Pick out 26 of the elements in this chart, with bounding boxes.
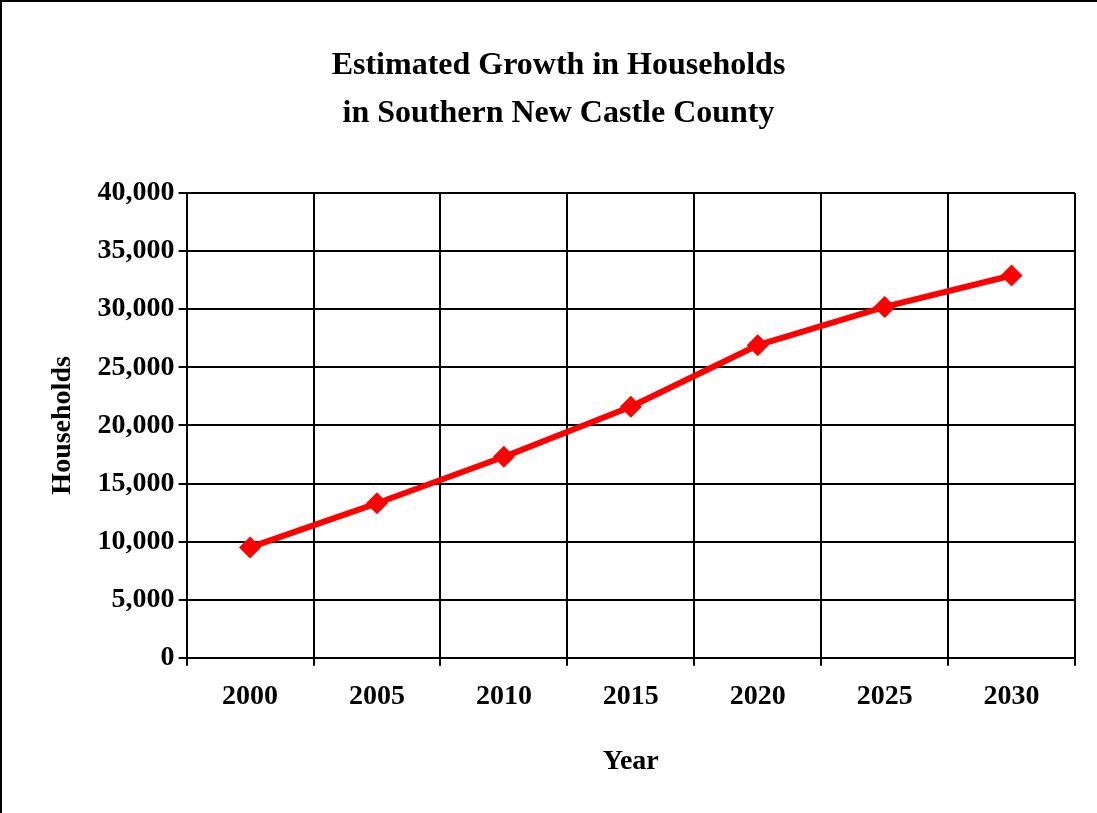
chart-title: Estimated Growth in Households in Southern New Castle County [331, 45, 786, 130]
x-tick-label: 2000 [222, 678, 279, 710]
x-tick-label: 2025 [856, 678, 913, 710]
x-tick-label: 2030 [983, 678, 1040, 710]
point [619, 395, 642, 418]
point [746, 334, 769, 357]
point [239, 536, 262, 559]
point [873, 295, 896, 318]
y-tick-label: 0 [160, 640, 175, 672]
y-tick-label: 5,000 [111, 581, 175, 613]
x-tick-label: 2010 [475, 678, 532, 710]
y-tick-label: 40,000 [97, 175, 175, 207]
point [1000, 264, 1023, 287]
x-tick-label: 2020 [729, 678, 786, 710]
y-tick-label: 35,000 [97, 233, 175, 265]
x-axis-title: Year [602, 744, 659, 776]
x-tick-label: 2005 [348, 678, 405, 710]
y-tick-label: 20,000 [97, 407, 175, 439]
y-tick-label: 25,000 [97, 349, 175, 381]
y-tick-label: 15,000 [97, 465, 175, 497]
y-tick-label: 10,000 [97, 523, 175, 555]
x-tick-label: 2015 [602, 678, 659, 710]
point [492, 445, 515, 468]
y-tick-label: 30,000 [97, 291, 175, 323]
point [365, 492, 388, 515]
y-axis-title: Households [45, 356, 77, 495]
